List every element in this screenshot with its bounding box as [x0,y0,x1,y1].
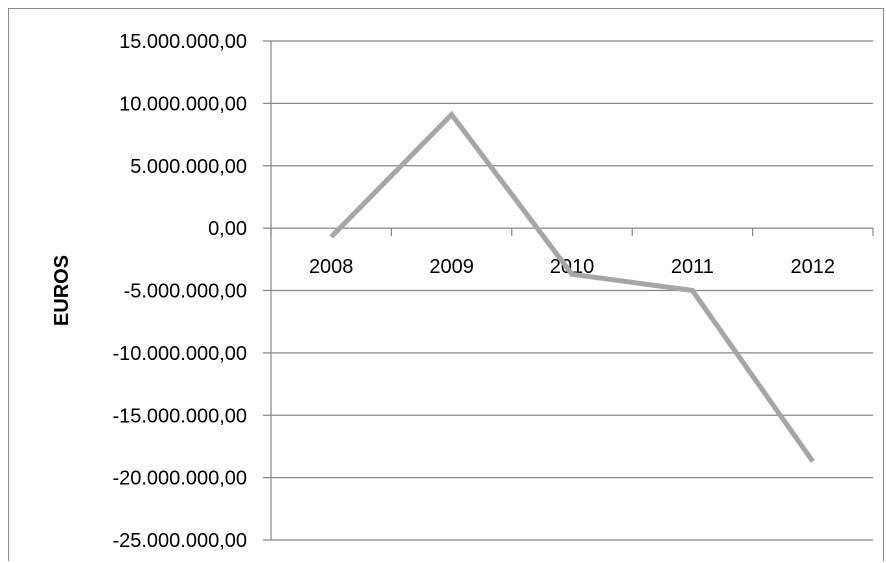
series-line [329,110,815,463]
x-tick-label: 2011 [671,256,714,278]
y-tick-label: -20.000.000,00 [112,468,247,490]
y-tick-label: -25.000.000,00 [112,530,247,552]
axes [270,41,874,540]
y-tick-label: 10.000.000,00 [119,93,247,115]
x-tick-label: 2008 [309,256,354,278]
y-tick-label: 15.000.000,00 [119,31,247,53]
gridlines [263,40,873,541]
y-tick-label: 0,00 [208,218,247,240]
chart-frame [8,8,884,561]
x-tick-labels: 2008 2009 2010 2011 2012 [309,256,835,278]
y-tick-label: -5.000.000,00 [124,281,247,303]
y-tick-label: -15.000.000,00 [112,405,247,427]
y-tick-labels: 15.000.000,00 10.000.000,00 5.000.000,00 0,… [112,31,247,552]
x-tick-label: 2009 [429,256,474,278]
y-tick-label: 5.000.000,00 [130,156,247,178]
y-axis-title: EUROS [51,255,73,326]
series [329,110,815,463]
x-tick-label: 2012 [791,256,836,278]
y-tick-label: -10.000.000,00 [112,343,247,365]
